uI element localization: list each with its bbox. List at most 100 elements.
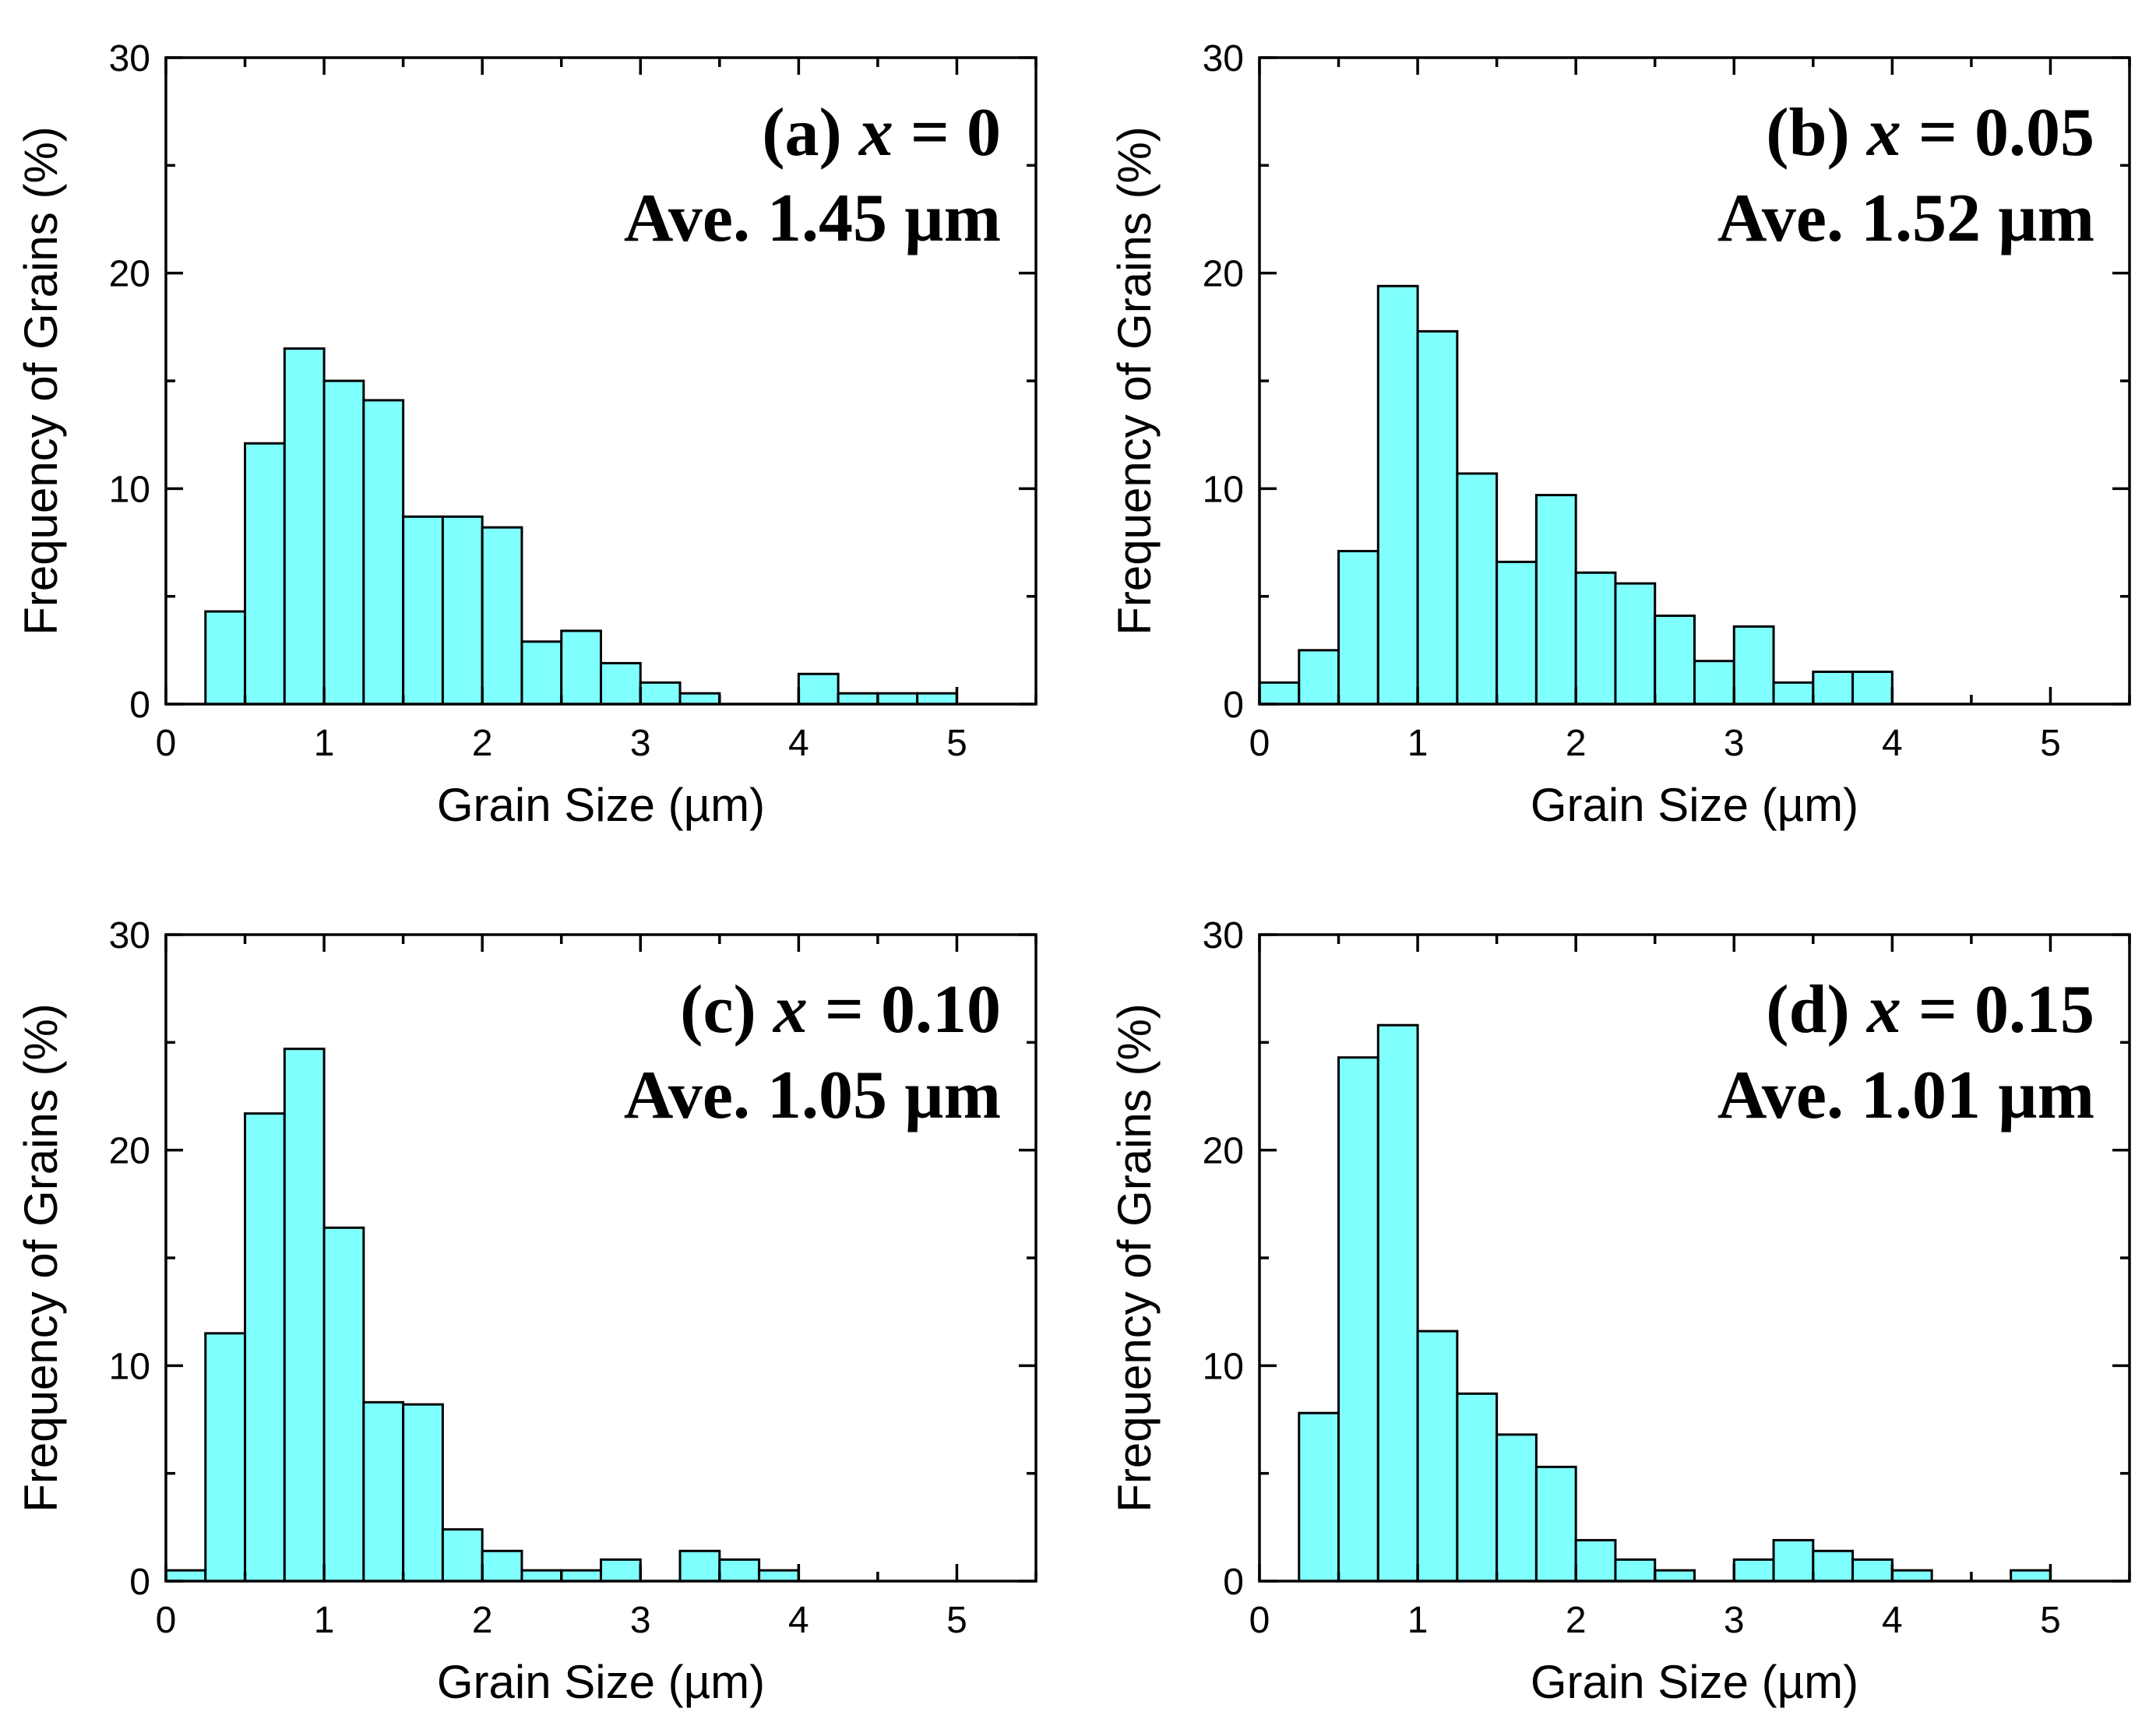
panel-c-xtick-label: 0 [156,1600,177,1641]
panel-c-xtick-label: 5 [946,1600,967,1641]
panel-c-bars [164,1048,800,1583]
panel-d-xtick-label: 1 [1407,1600,1429,1641]
panel-c-bar-2 [244,1112,286,1583]
panel-a-bar-8 [520,640,563,706]
panel-d-bar-0 [1298,1411,1340,1583]
panel-d-annotation-title: (d) x = 0.15 [1766,972,2094,1048]
panel-b-annotation-var: x [1865,95,1901,171]
panel-c-bar-4 [322,1226,365,1583]
panel-c-xtick-label: 3 [630,1600,651,1641]
panel-c-annotation-average: Ave. 1.05 µm [624,1058,1001,1133]
panel-b-annotation-title: (b) x = 0.05 [1766,95,2094,171]
panel-a-xlabel: Grain Size (µm) [437,779,765,831]
panel-d-bar-7 [1574,1538,1617,1583]
panel-b-bar-8 [1574,571,1617,706]
panel-a-annotation-var: x [858,95,893,171]
panel-c-bar-11 [600,1558,642,1583]
panel-d-bar-10 [1732,1558,1775,1583]
panel-a-xtick-label: 5 [946,723,967,764]
panel-b-xtick-label: 5 [2040,723,2061,764]
panel-c-bar-9 [520,1569,563,1583]
panel-a-bar-15 [876,692,919,706]
panel-b-bar-0 [1258,681,1301,706]
panel-d-ylabel: Frequency of Grains (%) [1108,1003,1161,1513]
panel-d-annotation-value: = 0.15 [1901,972,2094,1048]
panel-a-bar-1 [244,442,286,706]
panel-c-bar-1 [204,1332,247,1583]
panel-a-bar-9 [560,629,603,706]
panel-b-ytick-label: 0 [1223,685,1244,726]
panel-a-bar-11 [639,681,682,706]
panel-a-ytick-label: 0 [129,685,150,726]
panel-c-annotation-title: (c) x = 0.10 [680,972,1001,1048]
panel-d-bar-3 [1416,1330,1459,1583]
panel-b-bar-11 [1693,660,1735,706]
panel-d-xtick-label: 0 [1249,1600,1270,1641]
panel-c-bar-13 [718,1558,761,1583]
panel-d-ytick-label: 10 [1203,1346,1244,1387]
panel-b-bar-3 [1376,284,1419,706]
panel-b-annotation-average: Ave. 1.52 µm [1717,181,2094,256]
panel-b-bar-1 [1298,649,1340,706]
panel-b-bar-4 [1416,329,1459,706]
panel-c-xlabel: Grain Size (µm) [437,1656,765,1708]
panel-c-bar-3 [283,1048,326,1583]
panel-b-bar-5 [1456,472,1499,706]
panel-a-xtick-label: 4 [788,723,809,764]
panel-a-xtick-label: 0 [156,723,177,764]
panel-a-annotation-average: Ave. 1.45 µm [624,181,1001,256]
panel-d: 0 1 2 3 4 5 0 10 20 30 Grain Size (µm) Frequency of… [1108,915,2131,1708]
panel-b-ytick-label: 10 [1203,469,1244,510]
panel-b-bar-12 [1732,625,1775,706]
panel-d-annotation-average: Ave. 1.01 µm [1717,1058,2094,1133]
panel-d-bar-4 [1456,1392,1499,1583]
panel-c-ytick-label: 20 [109,1131,150,1172]
panel-c: 0 1 2 3 4 5 0 10 20 30 Grain Size (µm) Frequency of… [15,915,1037,1708]
panel-a-xtick-label: 1 [314,723,335,764]
panel-b-bar-2 [1337,550,1379,706]
panel-c-ylabel: Frequency of Grains (%) [15,1003,67,1513]
panel-c-annotation-label: (c) [680,972,773,1048]
panel-d-ytick-label: 0 [1223,1562,1244,1603]
panel-a-bar-16 [916,692,958,706]
panel-d-xtick-label: 5 [2040,1600,2061,1641]
panel-a-bar-10 [600,661,642,706]
panel-c-bar-10 [560,1569,603,1583]
panel-a-xtick-label: 2 [472,723,493,764]
panel-d-annotation-label: (d) [1766,972,1867,1048]
panel-a-bar-6 [441,515,484,706]
panel-b-bar-10 [1654,615,1696,706]
panel-d-bar-8 [1614,1558,1657,1583]
panel-b-ytick-label: 20 [1203,254,1244,295]
panel-a-annotation-label: (a) [762,95,859,171]
panel-d-bar-12 [1812,1549,1855,1583]
panel-d-bar-9 [1654,1569,1696,1583]
panel-b-xtick-label: 2 [1566,723,1587,764]
panel-d-annotation-var: x [1865,972,1901,1048]
panel-b-xtick-label: 4 [1882,723,1903,764]
panel-a-bar-3 [322,379,365,706]
panel-d-xtick-label: 3 [1724,1600,1745,1641]
panel-b-ylabel: Frequency of Grains (%) [1108,126,1161,636]
panel-b-xtick-label: 1 [1407,723,1429,764]
panel-d-bar-2 [1376,1023,1419,1583]
panel-a-bar-13 [797,672,840,706]
panel-c-bar-6 [402,1403,444,1583]
panel-a-bar-2 [283,347,326,706]
panel-b-bars [1258,284,1894,706]
panel-a-xtick-label: 3 [630,723,651,764]
panel-c-bar-12 [678,1549,721,1583]
panel-d-bar-6 [1534,1465,1577,1583]
panel-b-ytick-label: 30 [1203,38,1244,79]
panel-d-bars [1298,1023,2052,1583]
panel-b-xtick-label: 0 [1249,723,1270,764]
panel-b-bar-15 [1851,671,1894,706]
panel-d-xlabel: Grain Size (µm) [1531,1656,1858,1708]
panel-b-bar-7 [1534,494,1577,706]
panel-a-ylabel: Frequency of Grains (%) [15,126,67,636]
panel-a-ytick-label: 20 [109,254,150,295]
panel-c-bar-5 [362,1400,405,1583]
panel-d-bar-15 [2010,1569,2052,1583]
panel-d-bar-1 [1337,1056,1379,1583]
panel-d-bar-5 [1495,1433,1538,1583]
